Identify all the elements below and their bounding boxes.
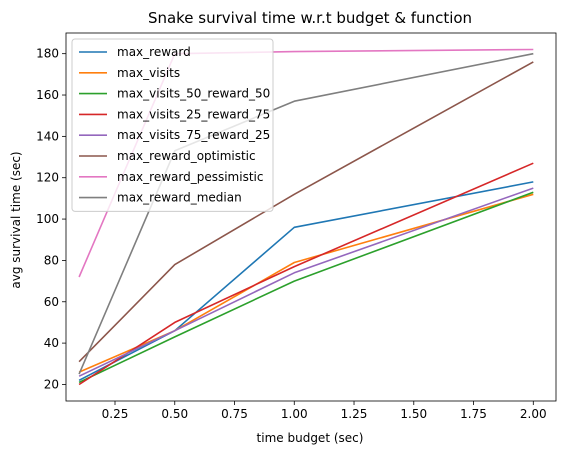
x-axis-label: time budget (sec) [257, 431, 364, 445]
y-tick-label: 60 [44, 295, 59, 309]
series-line-max-visits-75-reward-25 [78, 187, 534, 377]
y-tick-label: 80 [44, 253, 59, 267]
legend-label: max_visits_50_reward_50 [117, 87, 270, 101]
x-axis: 0.25 0.50 0.75 1.00 1.25 1.50 1.75 2.00 [102, 401, 547, 421]
y-tick-label: 140 [36, 129, 59, 143]
y-axis-label: avg survival time (sec) [9, 151, 23, 288]
series-line-max-reward [78, 181, 534, 382]
x-tick-label: 0.50 [161, 407, 188, 421]
x-tick-label: 1.25 [341, 407, 368, 421]
y-tick-label: 180 [36, 47, 59, 61]
x-tick-label: 0.25 [102, 407, 129, 421]
series-line-max-visits-50-reward-50 [78, 191, 534, 384]
legend-label: max_reward [117, 45, 191, 59]
y-tick-label: 20 [44, 377, 59, 391]
legend-box [71, 38, 274, 212]
series-line-max-reward-optimistic [78, 61, 534, 363]
legend-label: max_visits_25_reward_75 [117, 107, 270, 121]
y-tick-label: 120 [36, 171, 59, 185]
x-tick-label: 0.75 [221, 407, 248, 421]
x-tick-label: 2.00 [520, 407, 547, 421]
legend-label: max_visits [117, 66, 180, 80]
legend-label: max_reward_pessimistic [117, 170, 263, 184]
legend-label: max_visits_75_reward_25 [117, 128, 270, 142]
y-tick-label: 40 [44, 336, 59, 350]
x-tick-label: 1.50 [400, 407, 427, 421]
legend-label: max_reward_optimistic [117, 149, 256, 163]
plot-frame [65, 32, 557, 402]
x-tick-label: 1.75 [460, 407, 487, 421]
y-tick-label: 100 [36, 212, 59, 226]
y-tick-label: 160 [36, 88, 59, 102]
x-tick-label: 1.00 [281, 407, 308, 421]
legend: max_reward max_visits max_visits_50_reward… [71, 38, 274, 212]
series-line-max-visits [78, 193, 534, 373]
chart-title: Snake survival time w.r.t budget & funct… [148, 9, 472, 27]
y-axis: 20 40 60 80 100 120 140 160 180 [36, 47, 66, 391]
legend-label: max_reward_median [117, 191, 242, 205]
